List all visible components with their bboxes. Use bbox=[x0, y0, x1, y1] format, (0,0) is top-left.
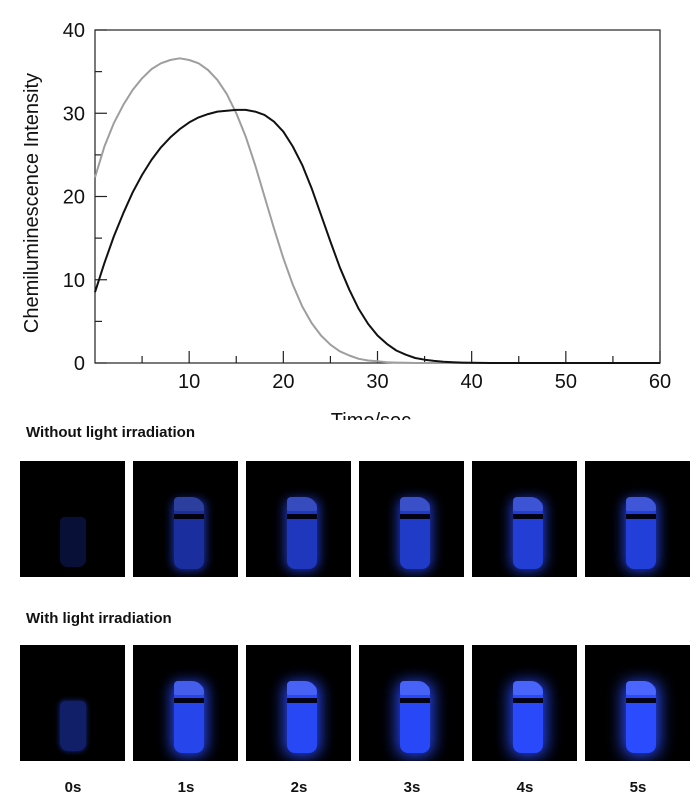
series-line-2 bbox=[94, 108, 660, 364]
vial-photo-0s bbox=[20, 645, 125, 761]
vial-label-band bbox=[174, 698, 204, 703]
vial-glow bbox=[60, 701, 86, 751]
vial-label-band bbox=[513, 514, 543, 519]
vial-meniscus bbox=[174, 497, 204, 511]
vial-photo-4s bbox=[472, 461, 577, 577]
x-tick-label: 30 bbox=[366, 371, 388, 393]
series-layer bbox=[94, 57, 660, 364]
vial-glow bbox=[400, 497, 430, 569]
time-label: 1s bbox=[177, 779, 195, 796]
vial-photo-1s bbox=[133, 645, 238, 761]
vial-photo-0s bbox=[20, 461, 125, 577]
vial-label-band bbox=[287, 698, 317, 703]
x-axis-label: Time/sec bbox=[331, 410, 411, 420]
x-axis: 10 20 30 40 50 60 bbox=[141, 351, 671, 393]
chemiluminescence-chart: 0 10 20 30 40 10 20 30 40 50 60 Chemiluminescence… bbox=[21, 20, 671, 420]
vial-label-band bbox=[400, 514, 430, 519]
vial-glow bbox=[174, 497, 204, 569]
vial-glow bbox=[513, 497, 543, 569]
vial-meniscus bbox=[174, 681, 204, 695]
vial-photo-1s bbox=[133, 461, 238, 577]
y-tick-label: 0 bbox=[74, 353, 85, 375]
vial-glow bbox=[174, 681, 204, 753]
time-label: 5s bbox=[629, 779, 647, 796]
vial-meniscus bbox=[400, 497, 430, 511]
y-tick-label: 20 bbox=[63, 187, 85, 209]
row-label-without-light: Without light irradiation bbox=[26, 424, 196, 441]
vial-meniscus bbox=[287, 681, 317, 695]
vial-glow bbox=[513, 681, 543, 753]
vial-glow bbox=[287, 497, 317, 569]
vial-meniscus bbox=[626, 681, 656, 695]
vial-label-band bbox=[513, 698, 543, 703]
vial-label-band bbox=[174, 514, 204, 519]
vial-label-band bbox=[626, 514, 656, 519]
time-label: 4s bbox=[516, 779, 534, 796]
vial-label-band bbox=[626, 698, 656, 703]
vial-glow bbox=[626, 497, 656, 569]
y-axis: 0 10 20 30 40 bbox=[63, 20, 107, 375]
y-tick-label: 40 bbox=[63, 20, 85, 42]
vial-photo-3s bbox=[359, 461, 464, 577]
vial-glow bbox=[400, 681, 430, 753]
vial-label-band bbox=[400, 698, 430, 703]
time-label: 2s bbox=[290, 779, 308, 796]
vial-photo-5s bbox=[585, 461, 690, 577]
vial-meniscus bbox=[287, 497, 317, 511]
x-tick-label: 10 bbox=[178, 371, 200, 393]
vial-glow bbox=[626, 681, 656, 753]
y-tick-label: 30 bbox=[63, 103, 85, 125]
vial-label-band bbox=[287, 514, 317, 519]
vial-photo-3s bbox=[359, 645, 464, 761]
row-label-with-light: With light irradiation bbox=[26, 610, 172, 627]
y-tick-label: 10 bbox=[63, 270, 85, 292]
vial-photo-4s bbox=[472, 645, 577, 761]
vial-glow bbox=[60, 517, 86, 567]
vial-glow bbox=[287, 681, 317, 753]
vial-meniscus bbox=[400, 681, 430, 695]
time-label: 3s bbox=[403, 779, 421, 796]
vial-meniscus bbox=[513, 681, 543, 695]
x-tick-label: 20 bbox=[272, 371, 294, 393]
plot-area-frame bbox=[94, 29, 661, 364]
vial-meniscus bbox=[626, 497, 656, 511]
vial-photo-5s bbox=[585, 645, 690, 761]
x-tick-label: 40 bbox=[461, 371, 483, 393]
x-tick-label: 60 bbox=[649, 371, 671, 393]
photo-row-without-light bbox=[20, 461, 690, 577]
vial-meniscus bbox=[513, 497, 543, 511]
vial-photo-2s bbox=[246, 645, 351, 761]
y-axis-label: Chemiluminescence Intensity bbox=[21, 73, 43, 333]
photo-row-with-light bbox=[20, 645, 690, 761]
time-label: 0s bbox=[64, 779, 82, 796]
vial-photo-2s bbox=[246, 461, 351, 577]
x-tick-label: 50 bbox=[555, 371, 577, 393]
series-line-1 bbox=[94, 57, 660, 364]
